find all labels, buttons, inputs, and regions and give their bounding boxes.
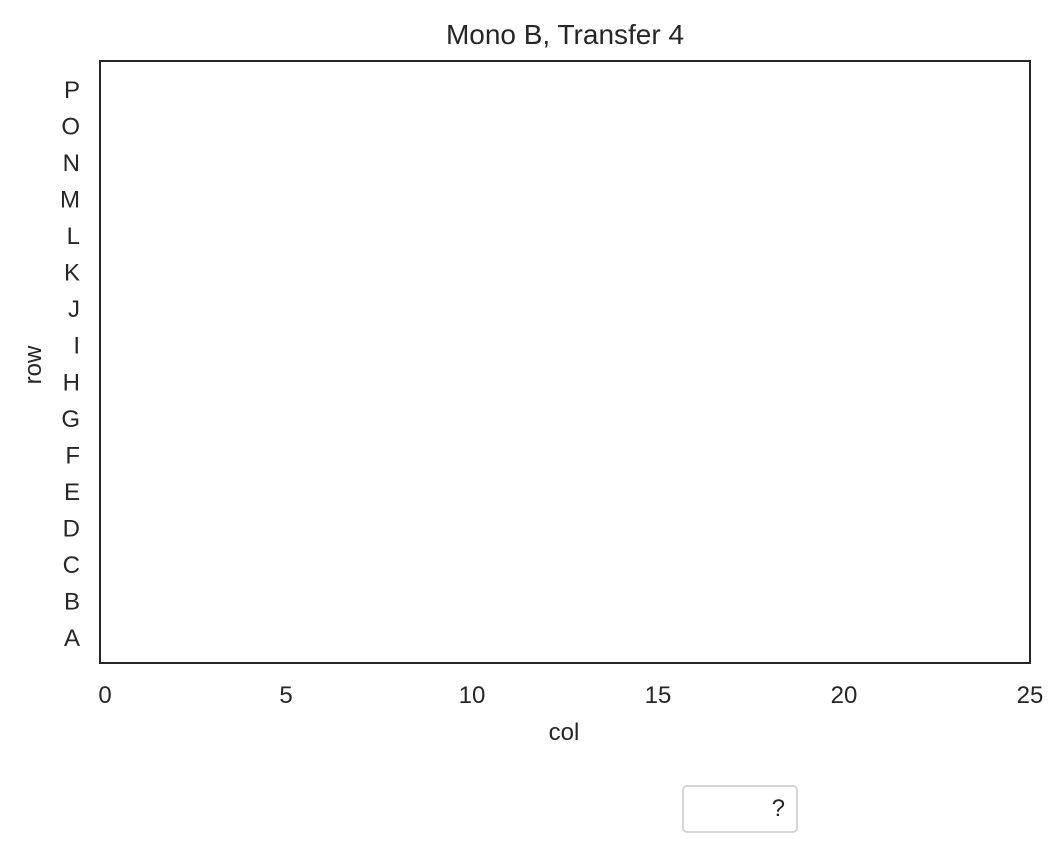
y-tick-label: B bbox=[64, 588, 80, 615]
y-tick-label: F bbox=[65, 442, 80, 469]
x-tick-label: 5 bbox=[279, 682, 292, 709]
legend-box bbox=[682, 785, 798, 833]
y-axis-label: row bbox=[20, 345, 47, 384]
x-tick-label: 20 bbox=[831, 682, 858, 709]
legend: ? bbox=[682, 785, 798, 833]
y-tick-label: P bbox=[64, 77, 80, 104]
y-tick-label: E bbox=[64, 479, 80, 506]
x-axis-ticks: 0 5 10 15 20 25 bbox=[98, 682, 1043, 709]
y-tick-label: A bbox=[64, 625, 80, 652]
y-tick-label: C bbox=[63, 552, 80, 579]
y-tick-label: O bbox=[61, 114, 80, 141]
y-tick-label: J bbox=[68, 296, 80, 323]
y-tick-label: K bbox=[64, 260, 80, 287]
x-tick-label: 0 bbox=[98, 682, 111, 709]
x-tick-label: 15 bbox=[645, 682, 672, 709]
x-tick-label: 25 bbox=[1017, 682, 1044, 709]
x-axis-label: col bbox=[549, 719, 580, 746]
plot-area bbox=[99, 60, 1031, 664]
y-tick-label: H bbox=[63, 369, 80, 396]
y-tick-label: G bbox=[61, 406, 80, 433]
y-tick-label: I bbox=[73, 333, 80, 360]
y-tick-label: M bbox=[60, 187, 80, 214]
y-tick-label: L bbox=[67, 223, 80, 250]
y-tick-label: N bbox=[63, 150, 80, 177]
x-tick-label: 10 bbox=[459, 682, 486, 709]
chart-title: Mono B, Transfer 4 bbox=[446, 19, 684, 50]
legend-entry-label: ? bbox=[772, 795, 785, 822]
y-tick-label: D bbox=[63, 515, 80, 542]
